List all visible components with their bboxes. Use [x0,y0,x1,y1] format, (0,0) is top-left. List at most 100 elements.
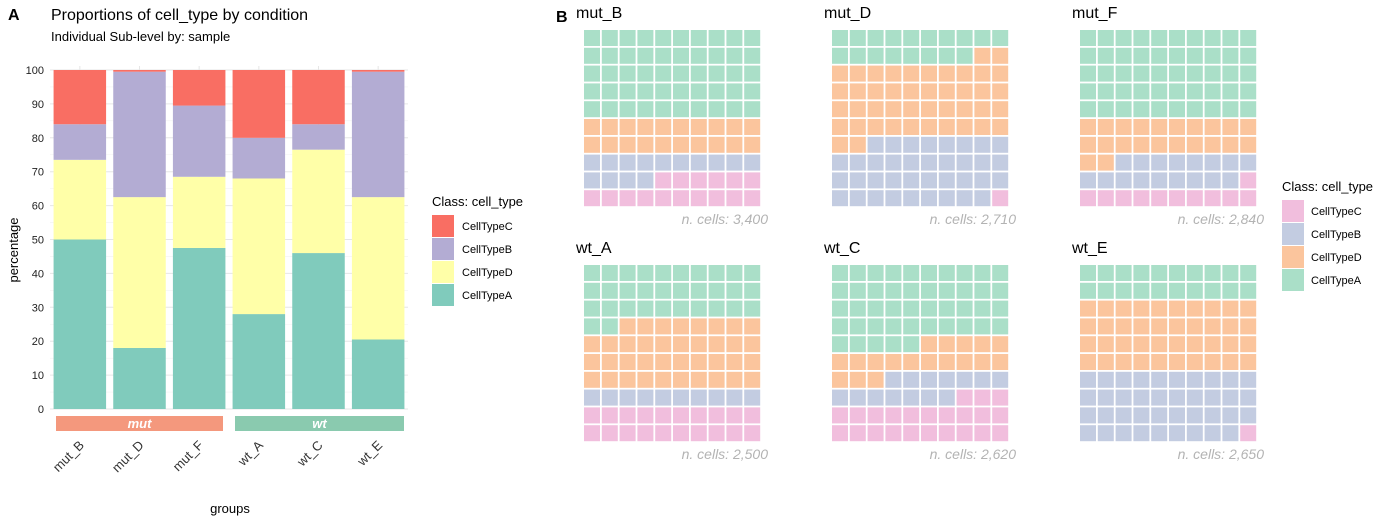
waffle-cell [601,407,618,424]
waffle-cell [619,190,636,207]
waffle-cell [1169,389,1185,406]
bar-segment-CellTypeA [232,314,286,409]
legend-swatch [432,238,454,260]
waffle-cell [726,425,743,442]
waffle-cell [885,389,902,406]
waffle-cell [1240,425,1257,442]
waffle-cell [921,30,937,46]
waffle-cell [1080,318,1096,335]
waffle-cell [1080,65,1096,82]
waffle-cell [1115,336,1132,353]
waffle-cell [673,389,689,406]
waffle-cell [903,47,920,64]
waffle-cell [1133,154,1150,171]
waffle-cell [744,83,761,100]
waffle-cell [655,300,672,317]
waffle-cell [885,265,902,281]
waffle-cell [637,371,654,388]
chart-subtitle: Individual Sub-level by: sample [51,29,230,44]
waffle-cell [708,282,725,299]
cell-count-caption: n. cells: 2,710 [930,211,1017,227]
waffle-cell [903,30,920,46]
bar-segment-CellTypeA [53,239,107,409]
waffle-cell [655,172,672,189]
waffle-cell [690,47,707,64]
waffle-cell [956,407,973,424]
bar-segment-CellTypeC [172,70,226,106]
waffle-cell [601,65,618,82]
waffle-cell [726,371,743,388]
waffle-cell [1115,30,1132,46]
waffle-cell [655,154,672,171]
waffle-cell [1186,154,1203,171]
waffle-cell [619,425,636,442]
waffle-cell [726,119,743,135]
waffle-cell [849,425,866,442]
waffle-cell [1204,190,1221,207]
bar-segment-CellTypeD [351,197,405,340]
waffle-cell [832,30,848,46]
waffle-cell [1151,265,1168,281]
group-label: mut [128,416,153,431]
waffle-cell [1115,136,1132,153]
waffle-cell [673,172,689,189]
waffle-cell [921,172,937,189]
waffle-cell [1115,371,1132,388]
waffle-cell [974,371,991,388]
waffle-cell [1169,336,1185,353]
waffle-cell [992,154,1009,171]
waffle-cell [584,336,600,353]
waffle-cell [1151,300,1168,317]
legend-a: CellTypeC CellTypeB CellTypeD CellTypeA [432,215,513,306]
waffle-cell [690,265,707,281]
waffle-cell [673,47,689,64]
waffle-cell [1080,389,1096,406]
waffle-cell [690,425,707,442]
group-strip-wt [235,416,404,431]
waffle-cell [938,282,955,299]
waffle-cell [1169,354,1185,370]
waffle-cell [1097,336,1114,353]
waffle-cell [992,136,1009,153]
waffle-cell [637,172,654,189]
waffle-cell [849,154,866,171]
waffle-cell [1204,318,1221,335]
y-tick-label: 70 [32,167,44,179]
waffle-cell [921,336,937,353]
waffle-cell [601,119,618,135]
chart-title: Proportions of cell_type by condition [51,7,308,24]
waffle-cell [849,336,866,353]
waffle-cell [867,65,884,82]
waffle-cell [867,47,884,64]
waffle-cell [637,65,654,82]
waffle-cell [619,300,636,317]
waffle-cell [637,119,654,135]
waffle-cell [867,265,884,281]
waffle-cell [1133,354,1150,370]
waffle-cell [832,190,848,207]
waffle-cell [601,318,618,335]
waffle-cell [708,371,725,388]
y-tick-labels: 0 10 20 30 40 50 60 70 80 90 100 [26,65,44,416]
waffle-cell [832,389,848,406]
waffle-cell [584,300,600,317]
waffle-cell [708,265,725,281]
waffle-cell [673,282,689,299]
waffle-cell [974,265,991,281]
waffle-cell [849,136,866,153]
waffle-cell [885,407,902,424]
waffle-cell [1186,354,1203,370]
waffle-cell [849,30,866,46]
waffle-cell [637,318,654,335]
waffle-cell [903,300,920,317]
waffle-cell [1115,154,1132,171]
waffle-cell [637,30,654,46]
waffle-cell [1222,136,1239,153]
waffle-cell [921,83,937,100]
waffle-cell [726,318,743,335]
waffle-cell [956,282,973,299]
waffle-cell [1222,119,1239,135]
waffle-mut_D: mut_D n. cells: 2,710 [824,5,1016,227]
waffle-cell [867,389,884,406]
waffle-cell [708,65,725,82]
